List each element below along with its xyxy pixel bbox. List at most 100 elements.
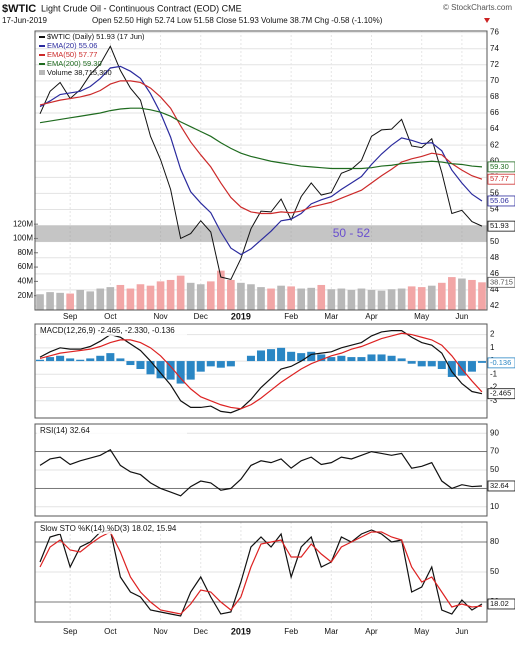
y-tick-label: 42 <box>490 301 499 310</box>
y-tick-label: 56 <box>490 189 499 198</box>
histogram-bar <box>66 358 75 362</box>
volume-bar <box>287 286 295 310</box>
panel-frame <box>34 423 488 517</box>
histogram-bar <box>407 361 416 364</box>
y-tick-label: 60 <box>490 156 499 165</box>
legend-entry: EMA(50) 57.77 <box>47 50 97 59</box>
volume-bar <box>468 279 476 310</box>
volume-bar <box>407 286 416 310</box>
volume-bar <box>176 275 185 310</box>
x-tick-label: Jun <box>455 312 468 321</box>
y-tick-label: 70 <box>490 76 499 85</box>
watermark: © StockCharts.com <box>443 3 512 12</box>
volume-bar <box>367 289 376 310</box>
y-tick-label: 50 <box>490 567 499 576</box>
y-tick-label: -2 <box>490 383 498 392</box>
band <box>35 225 487 242</box>
panel-frame <box>34 30 488 311</box>
y-tick-label: 20M <box>17 291 33 300</box>
histogram-bar <box>196 361 205 372</box>
line <box>39 65 483 256</box>
y-tick-label: 50 <box>490 237 499 246</box>
legend-swatch <box>39 70 45 75</box>
histogram-bar <box>397 358 406 362</box>
y-tick-label: 48 <box>490 253 499 262</box>
histogram-bar <box>467 361 476 372</box>
legend-bg <box>37 524 187 534</box>
y-tick-label: 76 <box>490 28 499 37</box>
x-tick-label: Feb <box>284 627 298 636</box>
histogram-bar <box>417 361 426 367</box>
y-tick-label: -1 <box>490 369 498 378</box>
end-label: 32.64 <box>490 481 509 490</box>
volume-bar <box>448 277 456 310</box>
histogram-bar <box>186 361 195 380</box>
y-tick-label: 68 <box>490 92 499 101</box>
y-tick-label: 80M <box>17 248 33 257</box>
x-tick-label: Mar <box>324 312 338 321</box>
histogram-bar <box>76 359 85 362</box>
end-label-box <box>487 480 515 492</box>
x-tick-label: Sep <box>63 312 78 321</box>
end-label-box <box>487 357 515 369</box>
x-tick-label: Jun <box>455 627 468 636</box>
histogram-bar <box>327 357 336 362</box>
y-tick-label: 46 <box>490 269 499 278</box>
x-tick-label: Apr <box>365 627 378 636</box>
volume-bar <box>257 287 265 310</box>
x-tick-label: Apr <box>365 312 378 321</box>
volume-bar <box>417 287 426 310</box>
end-label: 57.77 <box>490 174 509 183</box>
y-tick-label: 54 <box>490 205 499 214</box>
y-tick-label: 80 <box>490 537 499 546</box>
histogram-bar <box>477 361 486 363</box>
histogram-bar <box>36 359 45 362</box>
legend-entry: Volume 38,715,300 <box>47 68 112 77</box>
histogram-bar <box>377 354 386 362</box>
volume-bar <box>126 288 135 310</box>
y-tick-label: -3 <box>490 396 498 405</box>
volume-bar <box>237 282 245 310</box>
end-label-box <box>487 161 515 173</box>
histogram-bar <box>126 361 135 366</box>
end-label: -2.465 <box>490 389 511 398</box>
histogram-bar <box>297 353 306 362</box>
volume-bar <box>46 292 54 310</box>
panel-title: Slow STO %K(14) %D(3) 18.02, 15.94 <box>40 524 177 533</box>
volume-bar <box>136 284 145 310</box>
histogram-bar <box>307 351 316 362</box>
line <box>39 80 483 215</box>
x-tick-label: May <box>414 312 429 321</box>
histogram-bar <box>166 361 175 380</box>
histogram-bar <box>226 361 235 367</box>
line <box>39 531 483 615</box>
volume-bar <box>116 284 125 310</box>
histogram-bar <box>206 361 215 367</box>
legend-entry: EMA(20) 55.06 <box>47 41 97 50</box>
y-tick-label: 90 <box>490 428 499 437</box>
y-tick-label: 74 <box>490 44 499 53</box>
legend-bg <box>37 326 187 336</box>
histogram-bar <box>116 358 125 362</box>
volume-bar <box>317 284 326 310</box>
symbol: $WTIC <box>2 3 36 15</box>
x-tick-label: Nov <box>153 627 167 636</box>
histogram-bar <box>86 358 95 362</box>
volume-bar <box>277 285 285 310</box>
histogram-bar <box>246 355 255 362</box>
x-tick-label: Mar <box>324 627 338 636</box>
histogram-bar <box>136 361 145 370</box>
x-tick-label: Oct <box>104 312 117 321</box>
histogram-bar <box>267 349 276 362</box>
quote: Open 52.50 High 52.74 Low 51.58 Close 51… <box>92 16 383 25</box>
volume-bar <box>106 287 115 310</box>
histogram-bar <box>357 357 366 362</box>
end-label-box <box>487 220 515 232</box>
volume-bar <box>156 281 165 310</box>
histogram-bar <box>387 355 396 362</box>
volume-bar <box>96 288 105 310</box>
y-tick-label: 120M <box>13 219 33 228</box>
y-tick-label: 60M <box>17 262 33 271</box>
y-tick-label: 50 <box>490 465 499 474</box>
histogram-bar <box>427 361 436 367</box>
